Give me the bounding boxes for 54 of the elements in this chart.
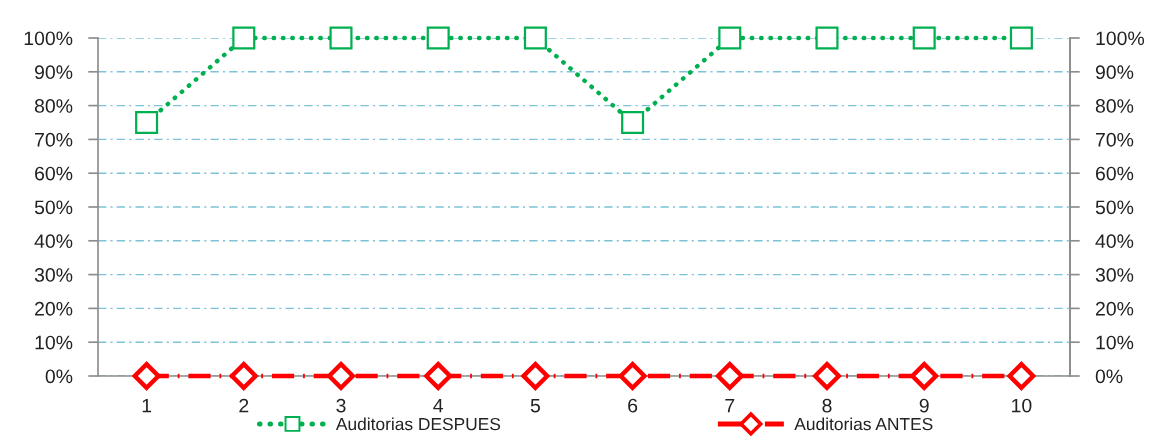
point <box>232 26 256 50</box>
point <box>326 361 356 391</box>
x-tick-label: 7 <box>725 398 735 413</box>
legend-label: Auditorias ANTES <box>794 417 933 431</box>
point <box>521 361 550 391</box>
y-tick-label: 0% <box>45 369 73 384</box>
y-tick-label: 80% <box>34 99 73 113</box>
point <box>329 26 353 50</box>
y2-tick-label: 60% <box>1095 166 1134 181</box>
x-tick-label: 10 <box>1012 398 1032 413</box>
point <box>618 361 647 391</box>
y-tick-label: 60% <box>35 166 73 181</box>
point <box>715 361 744 391</box>
y2-tick-label: 10% <box>1096 335 1134 350</box>
point <box>523 26 547 50</box>
x-tick-label: 3 <box>336 398 346 413</box>
point <box>1007 361 1036 391</box>
y2-tick-label: 40% <box>1095 234 1134 249</box>
point <box>815 26 839 50</box>
point <box>135 110 159 135</box>
y-tick-label: 100% <box>24 31 73 46</box>
y2-tick-label: 30% <box>1095 268 1134 282</box>
x-tick-label: 6 <box>628 398 638 413</box>
x-tick-label: 4 <box>433 398 444 413</box>
y2-tick-label: 100% <box>1096 31 1145 46</box>
x-tick-label: 2 <box>239 398 249 413</box>
y-tick-label: 40% <box>34 234 73 249</box>
point <box>424 361 453 391</box>
y2-tick-label: 0% <box>1095 369 1123 384</box>
point <box>1009 26 1033 50</box>
point <box>912 26 936 50</box>
y2-tick-label: 20% <box>1095 301 1134 316</box>
x-tick-label: 9 <box>919 398 929 413</box>
point <box>812 361 842 391</box>
y2-tick-label: 70% <box>1096 132 1134 147</box>
point <box>132 361 161 391</box>
y-tick-label: 20% <box>35 301 73 316</box>
x-tick-label: 8 <box>822 398 832 413</box>
point <box>910 361 939 391</box>
y-tick-label: 90% <box>35 65 73 80</box>
y2-tick-label: 50% <box>1095 200 1134 215</box>
point <box>426 26 450 50</box>
point <box>621 110 645 135</box>
x-tick-label: 1 <box>142 398 152 413</box>
y-tick-label: 50% <box>34 200 73 215</box>
point <box>718 26 742 50</box>
y-tick-label: 30% <box>34 268 73 282</box>
legend-label: Auditorias DESPUES <box>335 417 501 431</box>
y2-tick-label: 90% <box>1095 65 1134 80</box>
point <box>229 361 258 391</box>
y-tick-label: 10% <box>35 335 73 350</box>
y-tick-label: 70% <box>35 132 73 147</box>
y2-tick-label: 80% <box>1095 99 1134 113</box>
x-tick-label: 5 <box>530 398 540 413</box>
